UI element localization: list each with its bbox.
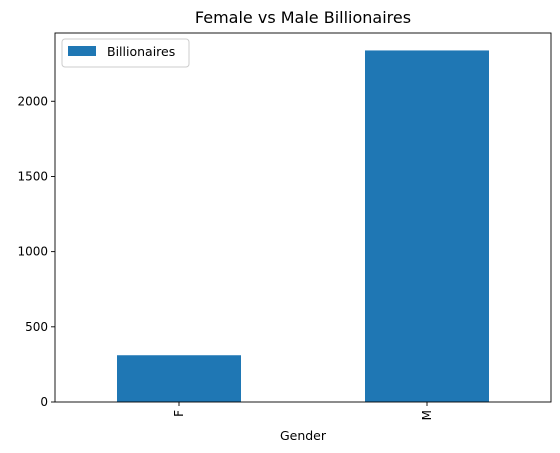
plot-frame (54, 32, 552, 403)
bar-F (117, 355, 241, 402)
y-tick-label: 500 (25, 320, 48, 334)
legend-label: Billionaires (107, 44, 175, 59)
x-tick-label: F (172, 410, 186, 417)
y-tick-label: 0 (40, 395, 48, 409)
y-tick-label: 1000 (17, 245, 48, 259)
x-tick-label: M (420, 410, 434, 420)
y-tick-label: 1500 (17, 169, 48, 183)
bar-M (365, 50, 489, 403)
legend-swatch (68, 46, 96, 56)
x-axis-label: Gender (280, 428, 327, 443)
y-tick-label: 2000 (17, 94, 48, 108)
y-axis-ticks: 0 500 1000 1500 2000 (17, 94, 55, 409)
chart-title: Female vs Male Billionaires (195, 8, 411, 27)
legend: Billionaires (61, 38, 190, 68)
bars-group (117, 50, 489, 403)
